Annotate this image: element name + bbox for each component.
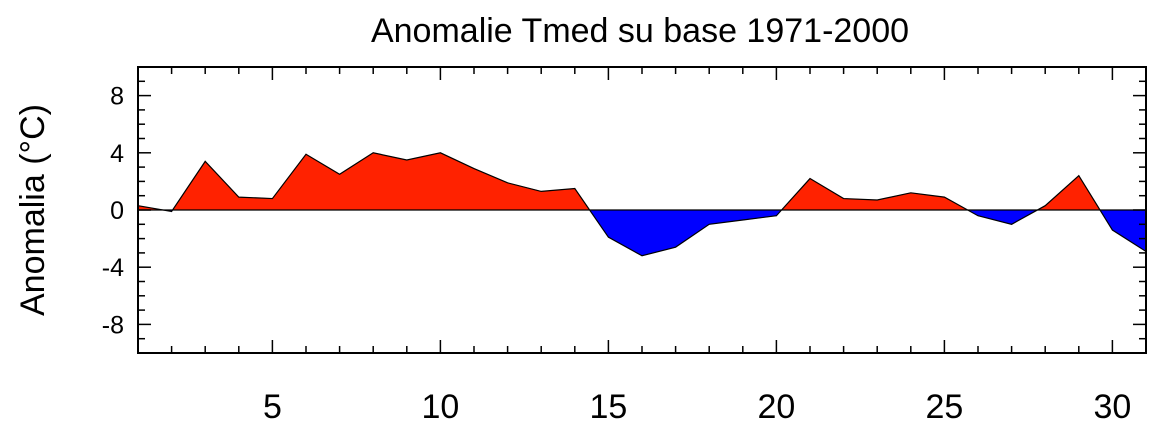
area-segment <box>1112 209 1147 253</box>
area-segment <box>440 152 475 211</box>
area-segment <box>272 153 307 211</box>
area-segment <box>204 160 240 211</box>
series-line <box>137 152 1147 257</box>
area-segment <box>675 209 710 248</box>
area-segment <box>406 152 441 211</box>
area-segment <box>608 209 643 257</box>
area-segment <box>540 188 576 211</box>
area-segment <box>238 196 273 211</box>
y-tick-label: -8 <box>102 311 124 339</box>
area-segment <box>876 192 912 211</box>
area-segment <box>339 152 374 211</box>
area-segment <box>742 209 777 221</box>
x-tick-label: 25 <box>925 388 963 426</box>
y-tick-label: -4 <box>102 254 124 282</box>
area-segment <box>305 153 340 211</box>
y-tick-label: 0 <box>110 197 124 225</box>
area-segment <box>473 168 508 211</box>
y-axis: 8 4 0 -4 -8 <box>102 66 1146 354</box>
plot-fills <box>137 152 1147 257</box>
x-axis: 5 10 15 20 25 30 <box>137 67 1147 426</box>
y-axis-label: Anomalia (°C) <box>14 104 52 316</box>
area-segment <box>372 152 408 211</box>
x-tick-label: 10 <box>421 388 459 426</box>
y-tick-label: 8 <box>110 83 124 111</box>
area-segment <box>809 178 844 211</box>
y-tick-label: 4 <box>110 140 124 168</box>
chart-title: Anomalie Tmed su base 1971-2000 <box>371 12 909 50</box>
x-tick-label: 5 <box>263 388 282 426</box>
x-tick-label: 15 <box>589 388 627 426</box>
plot-lines <box>137 152 1147 257</box>
x-tick-label: 20 <box>757 388 795 426</box>
x-tick-label: 30 <box>1093 388 1131 426</box>
